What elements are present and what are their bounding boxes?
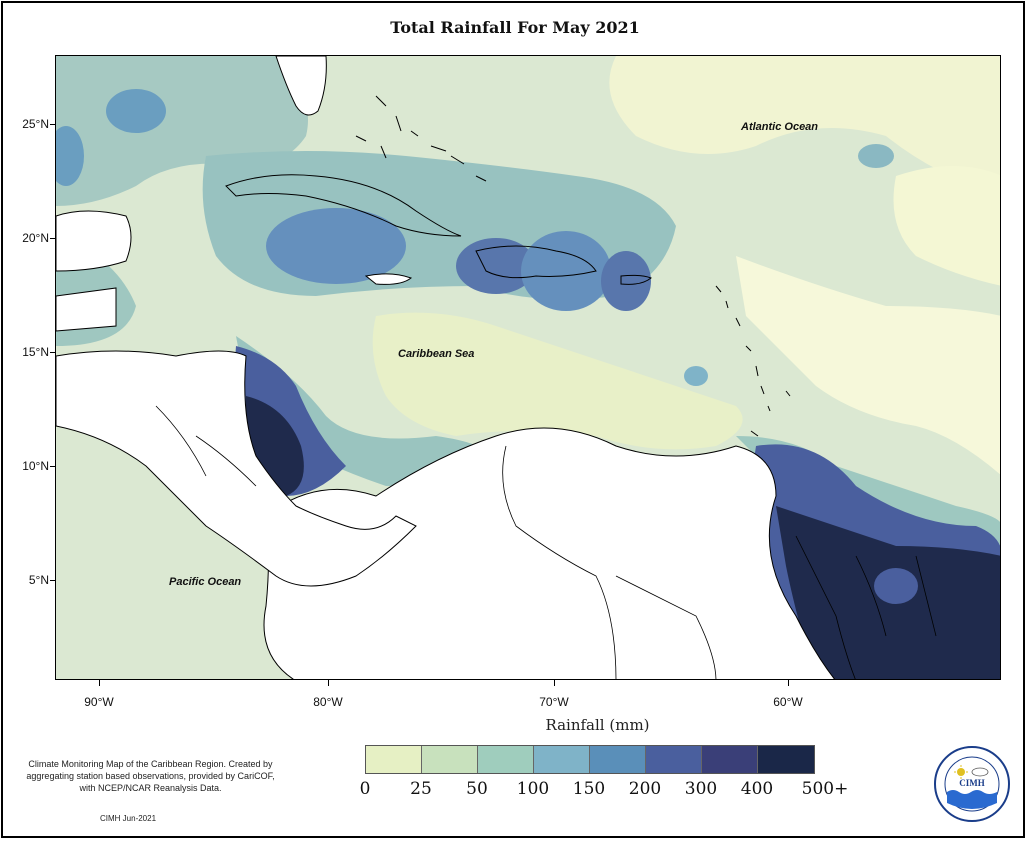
- colorbar-swatch: [478, 746, 534, 773]
- colorbar-swatch: [590, 746, 646, 773]
- lon-tick-mark: [554, 680, 555, 686]
- lat-tick-mark: [50, 238, 55, 239]
- label-caribbean-sea: Caribbean Sea: [398, 348, 475, 360]
- rainfall-zone-low: [893, 166, 1000, 286]
- land-central-america: [56, 350, 417, 587]
- lon-tick-label: 80°W: [313, 695, 343, 709]
- map-title: Total Rainfall For May 2021: [390, 18, 640, 37]
- colorbar-label: 0: [359, 779, 371, 799]
- colorbar-swatch: [422, 746, 478, 773]
- lat-tick-label: 25°N: [22, 117, 49, 131]
- map-credit: CIMH Jun-2021: [100, 814, 157, 823]
- lon-tick-label: 90°W: [84, 695, 114, 709]
- country-borders: [155, 405, 937, 679]
- rainfall-zone-high: [106, 89, 166, 133]
- lat-tick-label: 5°N: [28, 573, 49, 587]
- lat-tick-label: 20°N: [22, 231, 49, 245]
- lon-tick-mark: [328, 680, 329, 686]
- rainfall-zone-heavy: [874, 568, 918, 604]
- island-jamaica: [364, 273, 413, 285]
- lat-tick-mark: [50, 124, 55, 125]
- rainfall-zone-high: [684, 366, 708, 386]
- land-south-america: [263, 427, 836, 679]
- colorbar-swatch: [366, 746, 422, 773]
- rainfall-zone-high: [601, 251, 651, 311]
- colorbar-label: 50: [466, 779, 488, 799]
- rainfall-zone-low: [609, 56, 1000, 196]
- rainfall-map[interactable]: Atlantic Ocean Caribbean Sea Pacific Oce…: [55, 55, 1001, 680]
- colorbar-label: 500+: [801, 779, 849, 799]
- islands-bahamas: [355, 95, 487, 182]
- label-pacific-ocean: Pacific Ocean: [169, 576, 242, 588]
- islands-lesser-antilles: [715, 285, 791, 437]
- lon-tick-mark: [99, 680, 100, 686]
- rainfall-zone-low: [372, 312, 743, 450]
- lat-tick-label: 10°N: [22, 459, 49, 473]
- rainfall-map-svg: [56, 56, 1000, 679]
- colorbar-swatch: [534, 746, 590, 773]
- island-cuba: [225, 174, 462, 237]
- colorbar-label: 200: [628, 779, 662, 799]
- lat-tick-label: 15°N: [22, 345, 49, 359]
- lon-tick-label: 60°W: [773, 695, 803, 709]
- colorbar-swatch: [758, 746, 814, 773]
- lat-tick-mark: [50, 466, 55, 467]
- colorbar: [365, 745, 815, 774]
- colorbar-swatch: [702, 746, 758, 773]
- island-puerto-rico: [620, 274, 652, 285]
- land-florida: [275, 56, 327, 116]
- rainfall-zone-high: [56, 126, 84, 186]
- rainfall-zone-high: [858, 144, 894, 168]
- colorbar-label: 100: [516, 779, 550, 799]
- map-description: Climate Monitoring Map of the Caribbean …: [26, 759, 275, 793]
- rainfall-zone-high: [266, 208, 406, 284]
- lat-tick-mark: [50, 580, 55, 581]
- colorbar-swatch: [646, 746, 702, 773]
- logo-text: CIMH: [959, 778, 985, 788]
- label-atlantic-ocean: Atlantic Ocean: [741, 121, 819, 133]
- colorbar-title: Rainfall (mm): [545, 716, 650, 734]
- cimh-logo: CIMH: [933, 745, 1011, 823]
- colorbar-label: 300: [684, 779, 718, 799]
- colorbar-label: 400: [740, 779, 774, 799]
- lon-tick-mark: [788, 680, 789, 686]
- land-yucatan: [56, 287, 117, 332]
- rainfall-zone-low: [736, 256, 1000, 475]
- land-mexico: [56, 210, 132, 272]
- colorbar-label: 150: [572, 779, 606, 799]
- lat-tick-mark: [50, 352, 55, 353]
- island-hispaniola: [475, 245, 597, 279]
- rainfall-zone-high: [521, 231, 611, 311]
- lon-tick-label: 70°W: [539, 695, 569, 709]
- colorbar-label: 25: [410, 779, 432, 799]
